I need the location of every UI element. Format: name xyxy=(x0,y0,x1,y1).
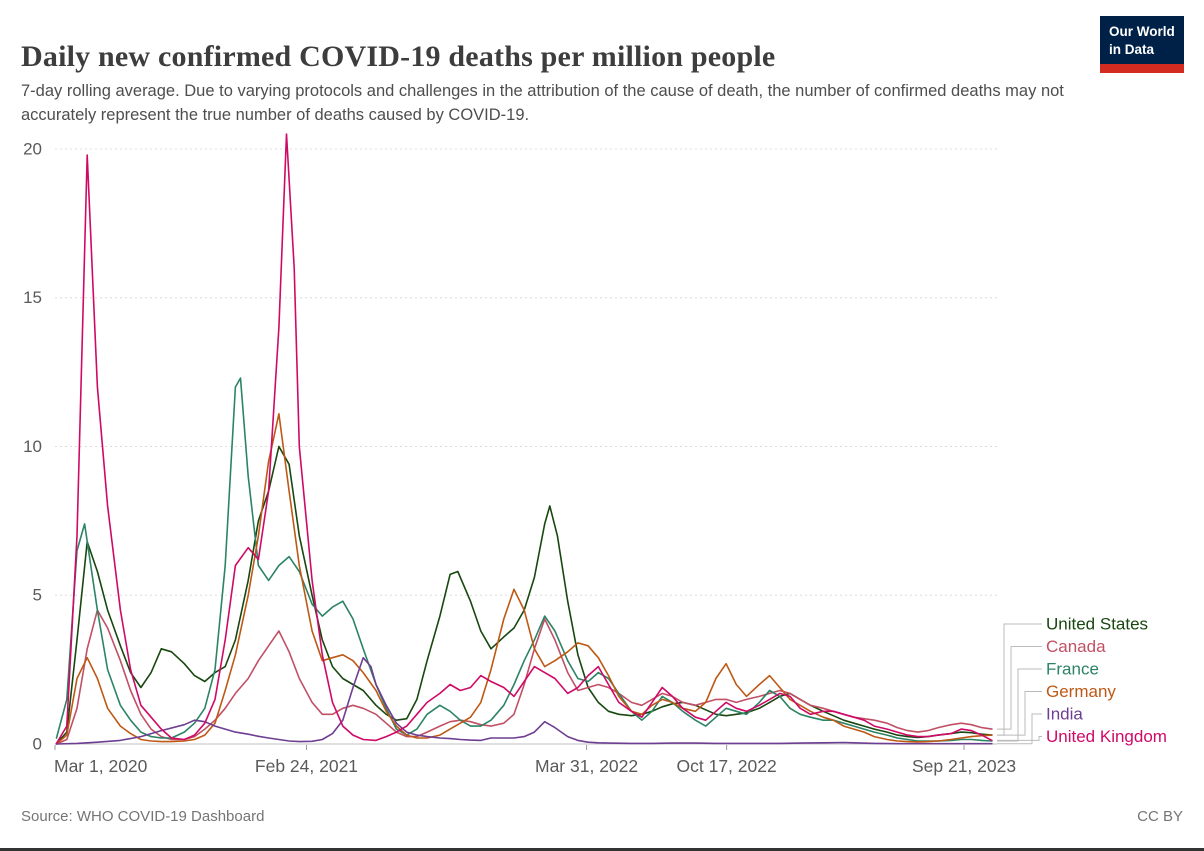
series-line-india[interactable] xyxy=(55,656,993,745)
logo-line-1: Our World xyxy=(1109,24,1175,39)
y-axis-tick-label: 10 xyxy=(23,437,42,456)
logo-line-2: in Data xyxy=(1109,42,1155,58)
legend-item-united-kingdom[interactable]: United Kingdom xyxy=(1046,727,1167,746)
logo-text: Our World in Data xyxy=(1100,16,1184,64)
page-title: Daily new confirmed COVID-19 deaths per … xyxy=(21,40,776,74)
x-axis-tick-label: Mar 31, 2022 xyxy=(535,756,638,776)
y-axis-tick-label: 5 xyxy=(33,586,42,605)
y-axis-tick-label: 20 xyxy=(23,139,42,158)
y-axis-tick-label: 0 xyxy=(33,734,42,753)
legend-item-canada[interactable]: Canada xyxy=(1046,637,1106,656)
legend-connector-line xyxy=(997,691,1042,736)
legend-item-germany[interactable]: Germany xyxy=(1046,682,1116,701)
legend-item-france[interactable]: France xyxy=(1046,659,1099,678)
legend-connector-line xyxy=(997,623,1042,736)
chart-footer: Source: WHO COVID-19 Dashboard CC BY xyxy=(21,808,1183,825)
license-badge[interactable]: CC BY xyxy=(1137,808,1183,825)
logo-red-strip xyxy=(1100,64,1184,74)
y-axis-tick-label: 15 xyxy=(23,288,42,307)
legend-item-india[interactable]: India xyxy=(1046,704,1083,723)
legend-connector-line xyxy=(997,668,1042,742)
legend-connector-line xyxy=(997,713,1042,745)
x-axis-tick-label: Sep 21, 2023 xyxy=(912,756,1016,776)
series-line-united-kingdom[interactable] xyxy=(55,133,993,745)
series-line-germany[interactable] xyxy=(55,413,993,745)
x-axis-tick-label: Oct 17, 2022 xyxy=(677,756,777,776)
x-axis-tick-label: Mar 1, 2020 xyxy=(54,756,148,776)
bottom-border xyxy=(0,848,1204,851)
our-world-in-data-logo[interactable]: Our World in Data xyxy=(1100,16,1184,74)
legend-item-united-states[interactable]: United States xyxy=(1046,614,1148,633)
x-axis-tick-label: Feb 24, 2021 xyxy=(255,756,358,776)
legend-connector-line xyxy=(997,646,1042,730)
chart-subtitle: 7-day rolling average. Due to varying pr… xyxy=(21,81,1064,125)
legend-connector-line xyxy=(997,736,1042,741)
source-note[interactable]: Source: WHO COVID-19 Dashboard xyxy=(21,808,265,825)
